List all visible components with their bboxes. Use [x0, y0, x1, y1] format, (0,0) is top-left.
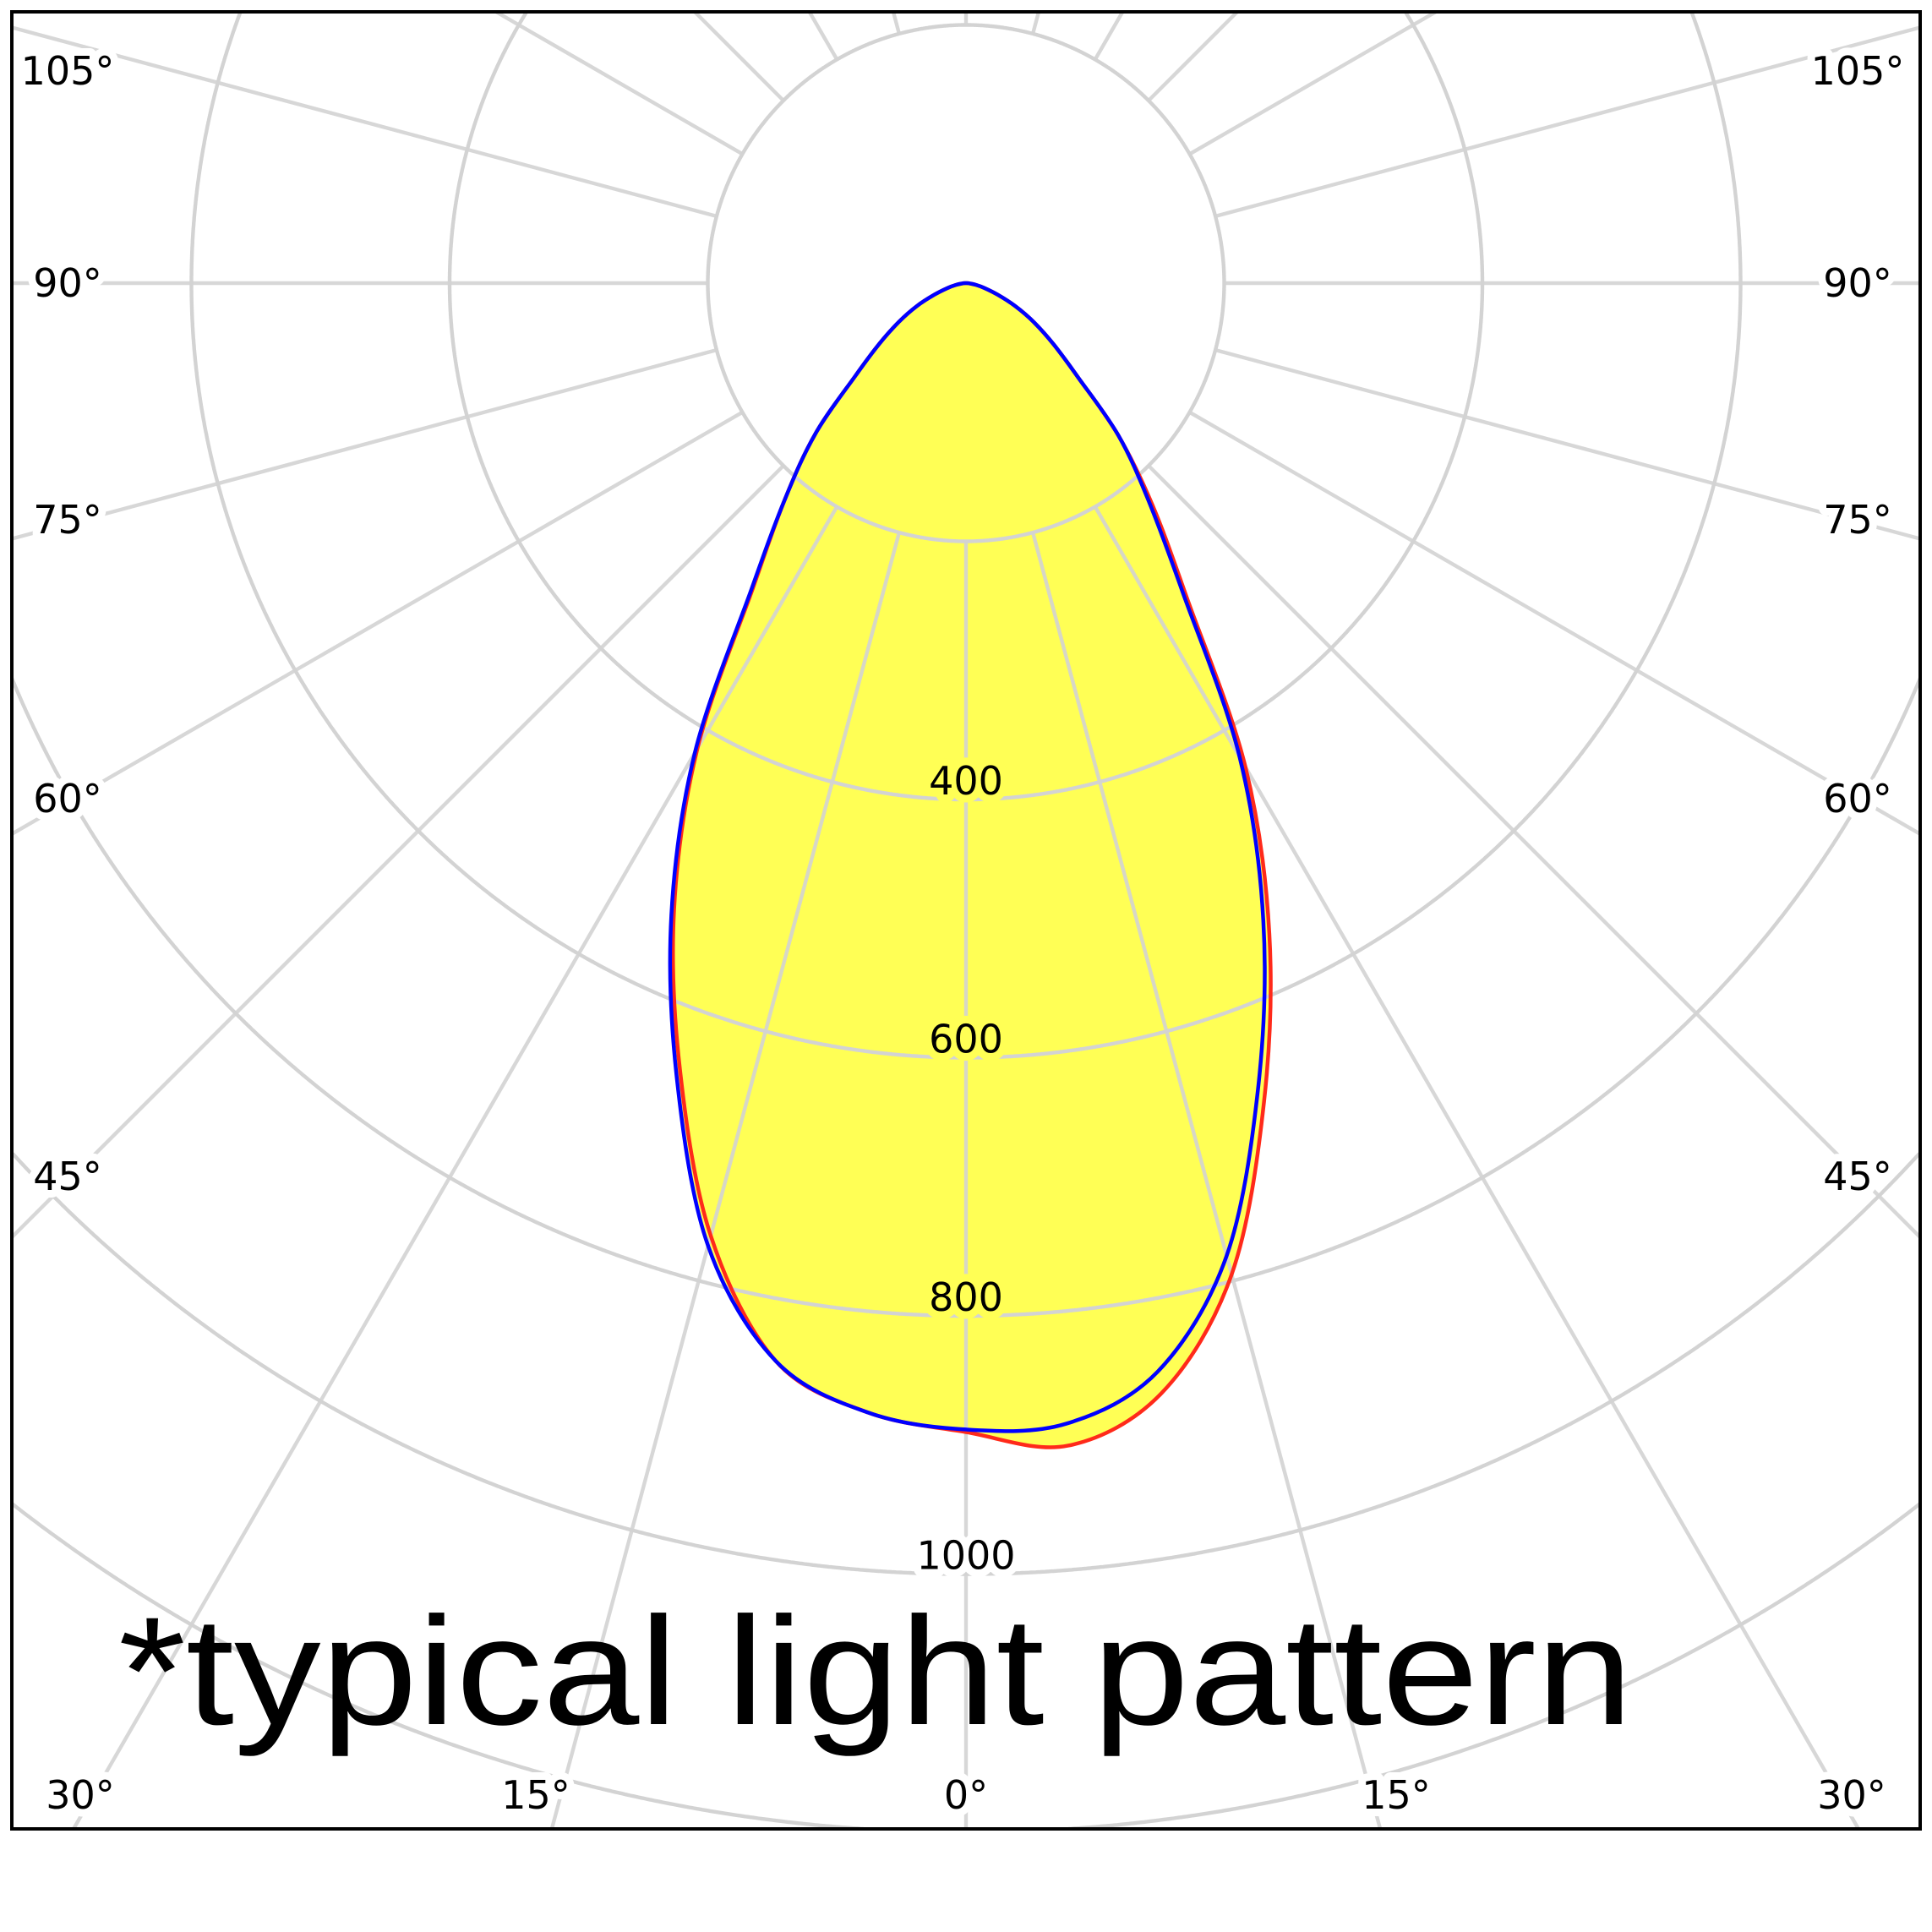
grid-spoke-255 [12, 25, 718, 219]
grid-spoke-45 [1147, 464, 1920, 1239]
angle-tick-label-left-90: 90° [33, 260, 102, 306]
grid-spoke-300 [12, 410, 744, 836]
angle-tick-labels: 105° 90° 75° 60° 45° 30° 15° 0° 15° 30° 45° 60° 75° 9… [14, 41, 1913, 1826]
grid-spoke-150 [1093, 12, 1125, 61]
grid-spoke-240 [494, 12, 744, 156]
radial-tick-label-400: 400 [929, 758, 1003, 804]
curve-series-2 [668, 281, 1267, 1433]
angle-tick-label-right-90: 90° [1823, 260, 1892, 306]
grid-circle-1200 [12, 1502, 1920, 1829]
grid-spoke-345 [549, 532, 902, 1829]
radial-tick-labels: 400 600 800 1000 [909, 750, 1023, 1586]
grid-spoke-315 [12, 464, 785, 1239]
intensity-curves [668, 281, 1273, 1449]
angle-tick-label-left-30: 30° [46, 1772, 115, 1818]
annotation-text: *typical light pattern [118, 1585, 1633, 1757]
grid-spoke-135 [1147, 12, 1239, 102]
angle-tick-label-right-60: 60° [1823, 776, 1892, 821]
grid-spoke-60 [1188, 410, 1920, 836]
grid-spoke-195 [891, 12, 902, 35]
polar-grid [12, 12, 1920, 1829]
grid-spoke-15 [1030, 532, 1383, 1829]
radial-tick-label-800: 800 [929, 1274, 1003, 1320]
grid-spoke-30 [1093, 505, 1860, 1829]
grid-spoke-210 [807, 12, 839, 61]
grid-spoke-225 [693, 12, 785, 102]
chart-frame [10, 10, 1922, 1831]
grid-spoke-120 [1188, 12, 1438, 156]
plot-area: 400 600 800 1000 105° 90° 75° 60° 45° 30° 15° 0° 15… [12, 12, 1920, 1829]
radial-tick-label-1000: 1000 [916, 1533, 1015, 1579]
angle-tick-label-left-60: 60° [33, 776, 102, 821]
angle-tick-label-left-105: 105° [21, 48, 115, 94]
grid-spoke-330 [72, 505, 839, 1829]
angle-tick-label-right-105: 105° [1811, 48, 1905, 94]
angle-tick-label-left-75: 75° [33, 497, 102, 543]
angle-tick-label-left-15: 15° [501, 1772, 570, 1818]
grid-spoke-105 [1214, 25, 1920, 219]
grid-spoke-285 [12, 347, 718, 541]
grid-circle-400 [447, 12, 1485, 802]
radial-tick-label-600: 600 [929, 1017, 1003, 1062]
grid-spoke-165 [1030, 12, 1041, 35]
grid-circle-1000 [12, 1152, 1920, 1576]
intensity-fill [669, 283, 1271, 1448]
angle-tick-label-right-30: 30° [1817, 1772, 1886, 1818]
angle-tick-label-left-45: 45° [33, 1154, 102, 1199]
angle-tick-label-right-75: 75° [1823, 497, 1892, 543]
grid-circle-600 [189, 12, 1743, 1060]
grid-spoke-75 [1214, 347, 1920, 541]
angle-tick-label-right-15: 15° [1362, 1772, 1431, 1818]
angle-tick-label-right-45: 45° [1823, 1154, 1892, 1199]
angle-tick-label-0: 0° [944, 1772, 988, 1818]
grid-circle-800 [12, 677, 1920, 1318]
